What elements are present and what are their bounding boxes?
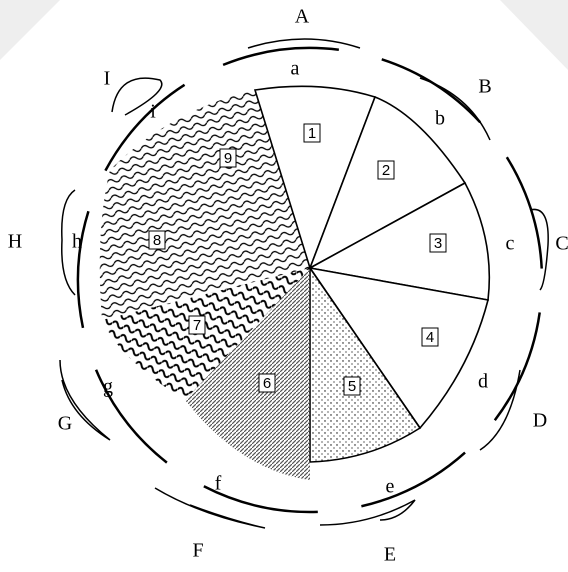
zone-number: 2 xyxy=(382,162,390,179)
inner-label: e xyxy=(386,476,395,498)
outer-label: F xyxy=(192,540,203,562)
outer-label: D xyxy=(533,410,547,432)
outer-label: B xyxy=(478,76,491,98)
inner-label: i xyxy=(150,101,156,123)
inner-label: f xyxy=(215,473,222,495)
zone-number: 4 xyxy=(426,329,434,346)
zone-number: 6 xyxy=(263,375,271,392)
zone-number: 7 xyxy=(193,317,201,334)
inner-label: a xyxy=(291,58,300,80)
outer-label: I xyxy=(104,68,111,90)
inner-label: b xyxy=(435,108,445,130)
zone-number: 8 xyxy=(153,232,161,249)
outer-label: G xyxy=(58,413,72,435)
zone-number: 1 xyxy=(308,125,316,142)
outer-label: E xyxy=(384,544,396,566)
outer-label: A xyxy=(295,6,310,28)
inner-label: c xyxy=(506,233,515,255)
zone-number: 3 xyxy=(434,235,442,252)
inner-label: d xyxy=(478,371,488,393)
outer-label: C xyxy=(555,233,568,255)
diagram: A B C D E F G H Ia b c d e f g h i 1 2 3 4 5 6 7 8 9 xyxy=(0,0,568,572)
zone-number: 5 xyxy=(348,378,356,395)
outer-label: H xyxy=(8,231,22,253)
zone-number: 9 xyxy=(224,150,232,167)
inner-label: g xyxy=(103,376,113,398)
inner-label: h xyxy=(72,231,82,253)
